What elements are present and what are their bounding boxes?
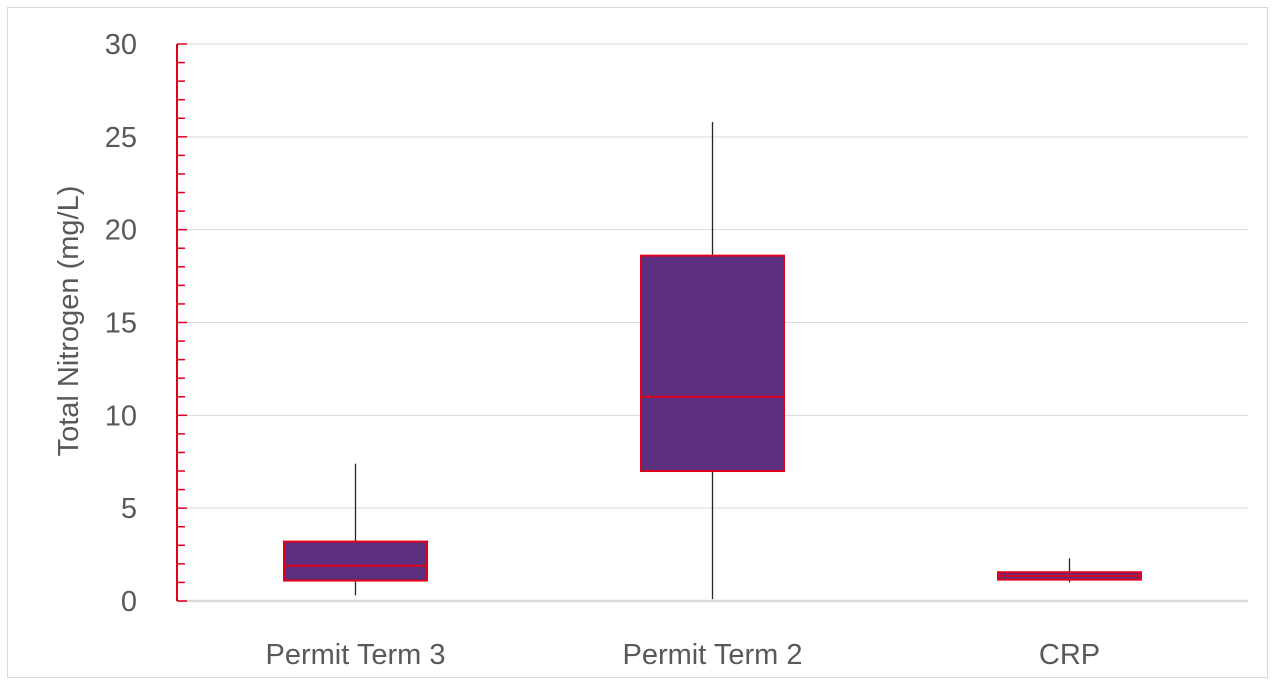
chart-frame xyxy=(7,7,1268,678)
y-tick-label: 30 xyxy=(105,29,137,61)
y-axis-title: Total Nitrogen (mg/L) xyxy=(53,186,85,457)
x-category-label: CRP xyxy=(1039,639,1100,671)
y-tick-label: 10 xyxy=(105,400,137,432)
x-category-label: Permit Term 3 xyxy=(266,639,446,671)
box-permit-term-2 xyxy=(640,121,785,600)
y-tick-label: 5 xyxy=(121,493,137,525)
axes xyxy=(176,43,1248,603)
iqr-box xyxy=(640,254,785,473)
x-category-label: Permit Term 2 xyxy=(623,639,803,671)
box-permit-term-3 xyxy=(283,463,428,596)
iqr-box xyxy=(283,540,428,582)
box-crp xyxy=(997,558,1142,583)
y-tick-label: 25 xyxy=(105,122,137,154)
y-tick-label: 15 xyxy=(105,308,137,340)
box-plot-series xyxy=(283,121,1142,600)
y-tick-label: 20 xyxy=(105,215,137,247)
y-tick-label: 0 xyxy=(121,586,137,618)
tick-labels: 0 5 10 15 20 25 30 Permit Term 3 Permit Term 2 CR… xyxy=(105,29,1100,671)
